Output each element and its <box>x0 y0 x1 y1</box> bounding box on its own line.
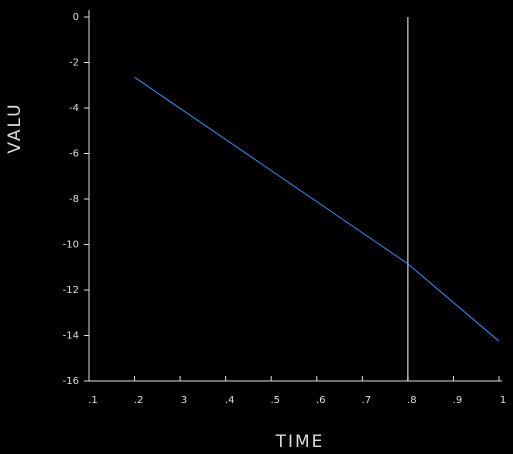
x-tick-label: .4 <box>225 395 235 406</box>
y-tick-label: -14 <box>63 331 79 342</box>
y-tick-label: 0 <box>73 12 79 23</box>
y-tick-label: -12 <box>63 285 79 296</box>
y-tick-label: -6 <box>69 149 79 160</box>
x-tick-label: .6 <box>316 395 326 406</box>
y-tick-label: -10 <box>63 240 79 251</box>
x-axis-label: TIME <box>275 432 325 452</box>
y-tick-label: -8 <box>69 194 79 205</box>
y-tick-label: -2 <box>69 58 79 69</box>
x-tick-label: .9 <box>453 395 463 406</box>
x-tick-label: .5 <box>270 395 280 406</box>
y-axis-label: VALU <box>5 102 25 153</box>
y-tick-label: -4 <box>69 103 79 114</box>
data-line <box>134 76 500 342</box>
y-tick-label: -16 <box>63 376 79 387</box>
x-tick-label: 3 <box>181 395 187 406</box>
x-tick-label: .1 <box>88 395 98 406</box>
x-tick-label: .7 <box>362 395 372 406</box>
x-tick-label: .2 <box>134 395 144 406</box>
x-tick-label: 1 <box>500 395 506 406</box>
x-tick-label: .8 <box>407 395 417 406</box>
